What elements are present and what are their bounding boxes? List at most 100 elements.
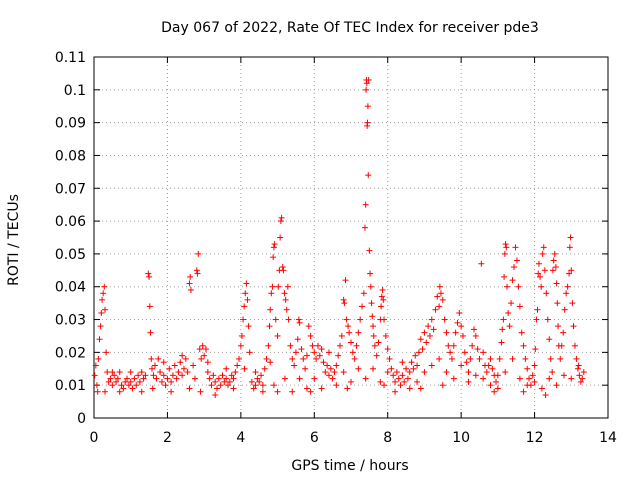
data-point bbox=[281, 290, 288, 297]
data-point bbox=[338, 332, 345, 339]
data-point bbox=[494, 385, 501, 392]
data-point bbox=[501, 250, 508, 257]
data-point bbox=[417, 385, 424, 392]
data-point bbox=[570, 323, 577, 330]
data-point bbox=[234, 362, 241, 369]
data-point bbox=[166, 365, 173, 372]
data-point bbox=[333, 362, 340, 369]
data-point bbox=[268, 290, 275, 297]
data-point bbox=[419, 346, 426, 353]
data-point bbox=[318, 385, 325, 392]
data-point bbox=[250, 385, 257, 392]
data-point bbox=[472, 372, 479, 379]
data-point bbox=[284, 283, 291, 290]
data-point bbox=[580, 369, 587, 376]
data-point bbox=[241, 365, 248, 372]
data-point bbox=[196, 346, 203, 353]
data-point bbox=[157, 369, 164, 376]
data-point bbox=[243, 280, 250, 287]
data-point bbox=[364, 119, 371, 126]
data-point bbox=[441, 316, 448, 323]
data-point bbox=[415, 349, 422, 356]
data-point bbox=[524, 365, 531, 372]
data-point bbox=[399, 359, 406, 366]
data-point bbox=[458, 362, 465, 369]
data-point bbox=[316, 352, 323, 359]
data-point bbox=[195, 250, 202, 257]
data-point bbox=[182, 355, 189, 362]
data-point bbox=[342, 277, 349, 284]
data-point bbox=[436, 283, 443, 290]
data-point bbox=[226, 378, 233, 385]
data-point bbox=[138, 369, 145, 376]
data-point bbox=[553, 280, 560, 287]
data-point bbox=[543, 290, 550, 297]
data-point bbox=[242, 290, 249, 297]
data-point bbox=[102, 388, 109, 395]
data-point bbox=[279, 264, 286, 271]
data-point bbox=[552, 264, 559, 271]
data-point bbox=[285, 316, 292, 323]
data-point bbox=[151, 362, 158, 369]
data-point bbox=[187, 273, 194, 280]
data-point bbox=[421, 369, 428, 376]
data-point bbox=[368, 300, 375, 307]
data-point bbox=[513, 257, 520, 264]
data-point bbox=[244, 296, 251, 303]
data-point bbox=[325, 372, 332, 379]
data-point bbox=[269, 283, 276, 290]
data-point bbox=[388, 365, 395, 372]
data-point bbox=[324, 362, 331, 369]
data-point bbox=[555, 323, 562, 330]
data-point bbox=[168, 378, 175, 385]
data-point bbox=[563, 290, 570, 297]
data-point bbox=[114, 375, 121, 382]
data-point bbox=[311, 375, 318, 382]
data-point bbox=[270, 244, 277, 251]
y-axis-title: ROTI / TECUs bbox=[6, 194, 22, 286]
data-point bbox=[287, 342, 294, 349]
data-point bbox=[425, 323, 432, 330]
data-point bbox=[153, 375, 160, 382]
data-point bbox=[491, 388, 498, 395]
data-point bbox=[426, 332, 433, 339]
data-point bbox=[289, 355, 296, 362]
data-point bbox=[131, 375, 138, 382]
data-point bbox=[96, 336, 103, 343]
data-point bbox=[212, 378, 219, 385]
y-tick-labels: 0 0.01 0.02 0.03 0.04 0.05 0.06 0.07 0.08 0.09 0.1… bbox=[55, 50, 86, 427]
data-point bbox=[483, 369, 490, 376]
data-point bbox=[524, 382, 531, 389]
data-point bbox=[538, 385, 545, 392]
data-point bbox=[494, 372, 501, 379]
data-point bbox=[533, 316, 540, 323]
data-point bbox=[576, 372, 583, 379]
data-point bbox=[395, 375, 402, 382]
data-point bbox=[436, 303, 443, 310]
data-point bbox=[93, 382, 100, 389]
data-point bbox=[546, 336, 553, 343]
data-point bbox=[179, 352, 186, 359]
data-point bbox=[344, 385, 351, 392]
data-point bbox=[364, 103, 371, 110]
data-point bbox=[546, 375, 553, 382]
data-point bbox=[370, 323, 377, 330]
data-point bbox=[246, 349, 253, 356]
data-point bbox=[349, 349, 356, 356]
x-axis-title: GPS time / hours bbox=[291, 458, 408, 474]
data-point bbox=[248, 378, 255, 385]
data-point bbox=[219, 372, 226, 379]
y-tick-label: 0.06 bbox=[55, 214, 86, 230]
data-point bbox=[549, 369, 556, 376]
data-point bbox=[341, 300, 348, 307]
data-point bbox=[125, 382, 132, 389]
data-point bbox=[353, 342, 360, 349]
data-point bbox=[230, 385, 237, 392]
data-point bbox=[187, 287, 194, 294]
data-point bbox=[101, 283, 108, 290]
data-point bbox=[443, 369, 450, 376]
data-point bbox=[254, 375, 261, 382]
data-point bbox=[381, 316, 388, 323]
data-point bbox=[256, 378, 263, 385]
data-point bbox=[540, 244, 547, 251]
